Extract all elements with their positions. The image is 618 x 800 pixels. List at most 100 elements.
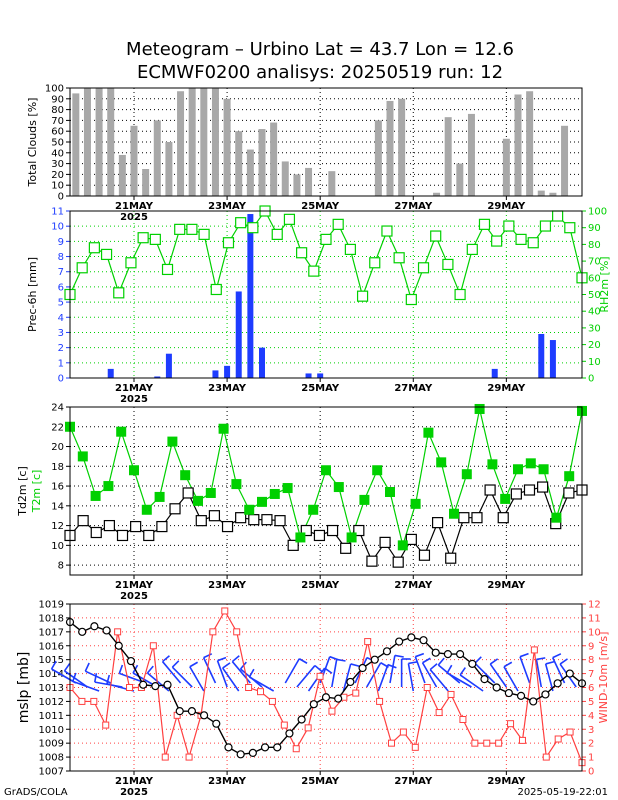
td2m-point — [313, 529, 326, 542]
rh2m-point — [100, 248, 113, 261]
y-tick-label: 10 — [51, 222, 64, 233]
chart-title-line2: ECMWF0200 analisys: 20250519 run: 12 — [137, 62, 503, 83]
td2m-point — [130, 520, 142, 533]
x-tick-label: 29MAY — [487, 383, 526, 394]
y2-tick-label: 10 — [588, 627, 601, 638]
wind-barb — [414, 656, 426, 684]
y2-tick-label: 30 — [588, 323, 601, 334]
y-tick-label: 10 — [51, 541, 64, 552]
x-tick-label: 25MAY — [301, 201, 340, 212]
rh2m-point — [369, 257, 381, 269]
wind-barb-flag — [162, 655, 170, 663]
x-tick-label: 23MAY — [208, 776, 247, 787]
y-tick-label: 100 — [45, 84, 64, 95]
cloud-bar — [130, 125, 138, 196]
wind-point — [245, 684, 253, 691]
wind-point — [495, 739, 503, 747]
wind-barb-flag — [248, 668, 255, 678]
td2m-point — [563, 487, 575, 499]
y2-tick-label: 6 — [588, 683, 594, 694]
wind-barb-flag — [106, 674, 111, 684]
rh2m-point — [235, 217, 247, 229]
wind-barb-flag — [415, 652, 425, 658]
y2-tick-label: 1 — [588, 753, 594, 764]
x-tick-label: 27MAY — [394, 776, 433, 787]
wind-barb-flag — [171, 660, 180, 668]
t2m-y-label: T2m [c] — [30, 470, 43, 514]
mslp-point — [151, 682, 160, 691]
precip-y-label: Prec-6h [mm] — [26, 257, 39, 332]
y2-tick-label: 11 — [588, 613, 601, 624]
rh2m-point — [503, 220, 515, 232]
wind-barb — [284, 658, 300, 684]
x-year-label: 2025 — [120, 394, 148, 405]
wind-barb — [161, 661, 182, 684]
wind-barb — [296, 665, 316, 688]
y-tick-label: 12 — [51, 521, 64, 532]
wind-point — [459, 716, 467, 724]
wind-point — [435, 709, 443, 717]
wind-point — [542, 753, 550, 761]
mslp-y-label: mslp [mb] — [16, 652, 32, 724]
wind-barb — [216, 660, 228, 688]
plot-frame — [69, 406, 583, 576]
cloud-bar — [549, 192, 557, 196]
rh2m-point — [356, 290, 369, 302]
wind-barb-flag — [408, 661, 418, 665]
t2m-point — [321, 465, 331, 476]
wind-barb — [446, 672, 472, 688]
wind-barb-flag — [437, 657, 445, 666]
td2m-point — [366, 555, 378, 567]
t2m-point — [359, 494, 370, 505]
rh2m-point — [161, 263, 174, 276]
y-tick-label: 16 — [51, 482, 64, 493]
td2m-point — [116, 529, 129, 542]
wind-point — [292, 745, 300, 753]
cloud-bar — [328, 171, 336, 196]
cloud-bar — [270, 122, 278, 196]
t2m-point — [436, 457, 447, 468]
wind-barb — [544, 663, 554, 692]
rh2m-point — [417, 262, 430, 274]
y-tick-label: 1019 — [39, 600, 64, 611]
rh2m-point — [296, 247, 308, 259]
td2m-point — [235, 512, 247, 524]
td2m-point — [497, 512, 509, 524]
rh2m-point — [113, 287, 125, 299]
rh2m-point — [308, 265, 320, 277]
cloud-bar — [374, 120, 382, 196]
cloud-bar — [72, 93, 80, 196]
wind-barb-flag — [459, 667, 466, 676]
y2-tick-label: 50 — [588, 290, 601, 301]
t2m-point — [116, 426, 127, 437]
y-tick-label: 10 — [51, 181, 64, 192]
mslp-point — [212, 719, 221, 728]
wind-barb-flag — [217, 656, 227, 662]
t2m-point — [551, 512, 562, 523]
cloud-bar — [211, 88, 219, 196]
mslp-point — [114, 641, 123, 650]
wind-barb-flag — [222, 662, 231, 669]
wind-barb-flag — [94, 673, 98, 683]
cloud-bar — [153, 120, 161, 196]
mslp-point — [395, 637, 404, 646]
cloud-bar — [293, 174, 301, 196]
y2-tick-label: 9 — [588, 641, 594, 652]
cloud-bar — [502, 138, 510, 196]
footer-timestamp: 2025-05-19-22:01 — [517, 787, 608, 798]
wind-point — [304, 724, 312, 732]
y-tick-label: 14 — [51, 501, 64, 512]
wind-barb-flag — [503, 661, 513, 668]
t2m-point — [218, 423, 229, 434]
td2m-point — [523, 484, 536, 496]
wind-barb — [389, 655, 396, 684]
y2-tick-label: 2 — [588, 739, 594, 750]
wind-barb-flag — [559, 658, 568, 665]
rh2m-point — [125, 257, 137, 269]
cloud-bar — [386, 100, 394, 196]
t2m-point — [244, 504, 255, 515]
wind-point — [78, 697, 86, 705]
cloud-bar — [118, 154, 126, 196]
mslp-point — [529, 697, 538, 706]
rh2m-point — [515, 233, 527, 245]
